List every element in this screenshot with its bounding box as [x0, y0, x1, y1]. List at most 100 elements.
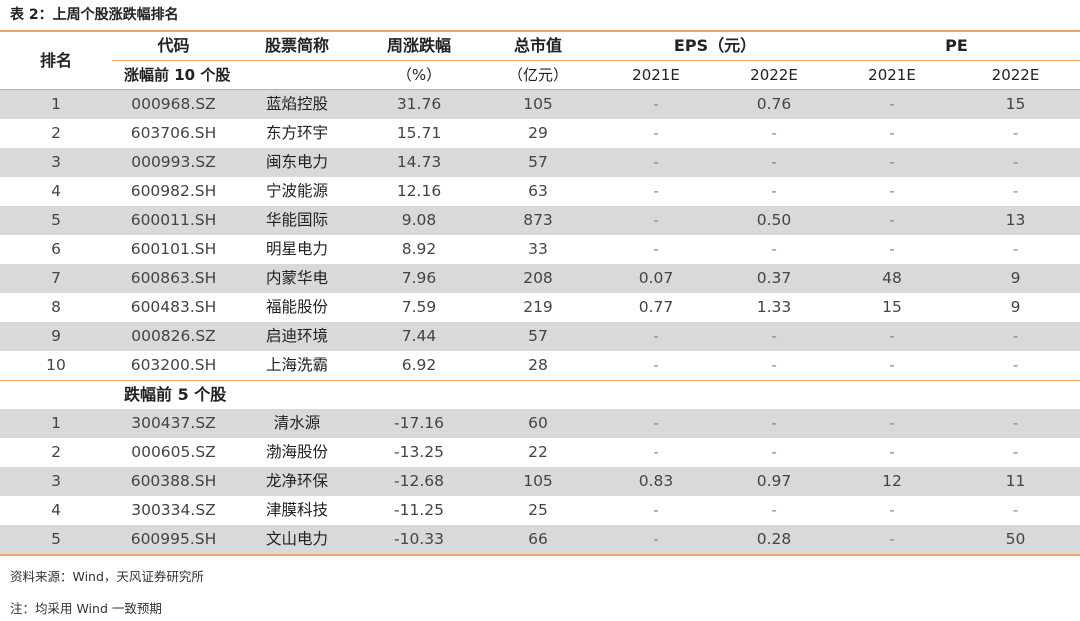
cell-pe-2022: -	[951, 148, 1080, 177]
cell-code: 300334.SZ	[131, 501, 216, 519]
cell-rank: 2	[51, 443, 61, 461]
cell-code: 600863.SH	[112, 264, 235, 293]
cell-rank: 7	[0, 264, 112, 293]
cell-eps-2021: -	[597, 206, 715, 235]
cell-eps-2022: -	[771, 443, 777, 461]
cell-eps-2022: -	[771, 356, 777, 374]
cell-mcap: 208	[479, 264, 597, 293]
cell-change: -13.25	[394, 443, 444, 461]
header-eps: EPS（元）	[597, 30, 833, 61]
cell-change: -10.33	[359, 525, 479, 556]
cell-code: 600483.SH	[130, 298, 217, 316]
cell-eps-2021: -	[653, 501, 659, 519]
cell-mcap: 60	[479, 409, 597, 438]
cell-code: 000993.SZ	[112, 148, 235, 177]
cell-eps-2022: 0.76	[715, 89, 833, 119]
cell-eps-2021: -	[653, 124, 659, 142]
cell-change: 9.08	[359, 206, 479, 235]
cell-change: -17.16	[359, 409, 479, 438]
cell-change: -11.25	[394, 501, 444, 519]
cell-stock-name: 渤海股份	[265, 443, 328, 461]
cell-code: 600982.SH	[130, 182, 217, 200]
table-row: 3 000993.SZ 闽东电力 14.73 57- - - -	[0, 148, 1080, 177]
header-mcap-unit: （亿元）	[479, 60, 597, 90]
cell-pe-2022: 11	[951, 467, 1080, 496]
cell-mcap: 105	[479, 467, 597, 496]
cell-mcap: 57	[479, 322, 597, 351]
cell-mcap: 57	[479, 148, 597, 177]
header-code: 代码	[112, 30, 235, 61]
cell-change: 8.92	[401, 240, 437, 258]
cell-eps-2021: -	[597, 148, 715, 177]
cell-change: 7.96	[359, 264, 479, 293]
header-pe-2022: 2022E	[951, 60, 1080, 90]
header-pe: PE	[833, 30, 1080, 61]
cell-change: -12.68	[359, 467, 479, 496]
cell-pe-2022: -	[1012, 182, 1019, 200]
cell-mcap: 105	[479, 89, 597, 119]
cell-eps-2022: -	[771, 240, 777, 258]
cell-pe-2022: 9	[1010, 298, 1021, 316]
cell-mcap: 66	[479, 525, 597, 556]
table-title: 表 2：上周个股涨跌幅排名	[10, 7, 179, 23]
cell-pe-2021: -	[889, 182, 895, 200]
table-row: 7 600863.SH 内蒙华电 7.96 208 0.07 0.37 48 9	[0, 264, 1080, 293]
header-eps-2022: 2022E	[715, 60, 833, 90]
cell-stock-name: 龙净环保	[235, 467, 359, 496]
cell-eps-2021: 0.07	[597, 264, 715, 293]
header-eps-2021: 2021E	[597, 60, 715, 90]
cell-code: 600011.SH	[112, 206, 235, 235]
cell-rank: 4	[51, 501, 61, 519]
cell-change: 6.92	[401, 356, 437, 374]
table-row: 4 300334.SZ 津膜科技 -11.25 25 - - - -	[0, 496, 1080, 525]
table-row: 3 600388.SH 龙净环保 -12.68 105 0.83 0.97 12 11	[0, 467, 1080, 496]
cell-pe-2022: 50	[951, 525, 1080, 556]
header-name: 股票简称	[235, 30, 359, 61]
cell-change: 15.71	[396, 124, 442, 142]
cell-code: 600995.SH	[112, 525, 235, 556]
cell-pe-2022: -	[1012, 443, 1019, 461]
cell-mcap: 33	[528, 240, 548, 258]
cell-eps-2022: 0.97	[715, 467, 833, 496]
cell-pe-2021: -	[889, 356, 895, 374]
cell-pe-2021: 48	[833, 264, 951, 293]
cell-mcap: 22	[528, 443, 548, 461]
cell-mcap: 873	[479, 206, 597, 235]
cell-pe-2021: -	[833, 206, 951, 235]
cell-rank: 2	[51, 124, 61, 142]
cell-rank: 6	[51, 240, 61, 258]
cell-eps-2021: 0.77	[638, 298, 674, 316]
table-row: 1 300437.SZ 清水源 -17.16 60- - - -	[0, 409, 1080, 438]
cell-mcap: 25	[528, 501, 548, 519]
cell-rank: 9	[0, 322, 112, 351]
cell-rank: 5	[0, 525, 112, 556]
cell-pe-2021: -	[833, 148, 951, 177]
cell-rank: 8	[51, 298, 61, 316]
cell-pe-2022: -	[1012, 501, 1019, 519]
table-row: 10 603200.SH 上海洗霸 6.92 28 - - - -	[0, 351, 1080, 381]
cell-eps-2022: -	[715, 148, 833, 177]
cell-stock-name: 上海洗霸	[265, 356, 328, 374]
table-row: 5 600011.SH 华能国际 9.08 873-0.50-13	[0, 206, 1080, 235]
cell-eps-2021: 0.83	[597, 467, 715, 496]
cell-eps-2021: -	[597, 322, 715, 351]
table-row: 4 600982.SH 宁波能源 12.16 63 - - - -	[0, 177, 1080, 206]
table-row: 1 000968.SZ 蓝焰控股 31.76 105-0.76-15	[0, 89, 1080, 119]
cell-change: 7.59	[401, 298, 437, 316]
cell-eps-2022: 0.28	[715, 525, 833, 556]
cell-stock-name: 蓝焰控股	[235, 89, 359, 119]
cell-eps-2022: 1.33	[756, 298, 792, 316]
section-label-gainers: 涨幅前 10 个股	[112, 60, 359, 90]
cell-pe-2022: -	[1012, 240, 1019, 258]
cell-pe-2021: 15	[882, 298, 902, 316]
cell-eps-2022: 0.50	[715, 206, 833, 235]
cell-rank: 1	[0, 89, 112, 119]
cell-eps-2021: -	[653, 240, 659, 258]
ranking-table-container: 排名 代码 股票简称 周涨跌幅 总市值 EPS（元） PE 涨幅前 10 个股 …	[0, 30, 1080, 556]
cell-change: 7.44	[359, 322, 479, 351]
header-row-2: 涨幅前 10 个股 （%） （亿元） 2021E 2022E 2021E 202…	[0, 60, 1080, 90]
cell-mcap: 219	[523, 298, 553, 316]
cell-stock-name: 清水源	[235, 409, 359, 438]
table-row: 2 000605.SZ 渤海股份 -13.25 22 - - - -	[0, 438, 1080, 467]
cell-stock-name: 津膜科技	[265, 501, 328, 519]
